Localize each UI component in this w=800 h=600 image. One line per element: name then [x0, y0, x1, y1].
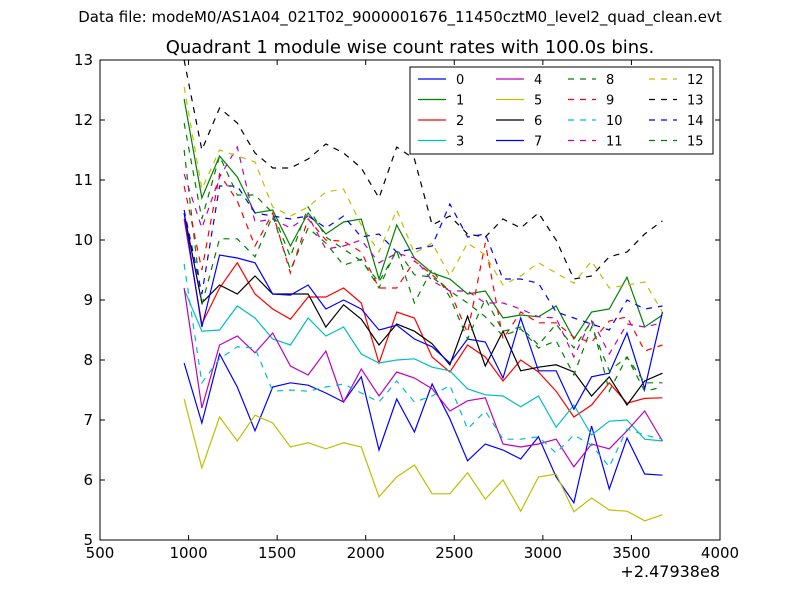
series-line-6	[183, 212, 663, 407]
chart-title: Quadrant 1 module wise count rates with …	[165, 37, 655, 58]
y-tick-label: 13	[74, 51, 93, 69]
legend-label-4: 4	[534, 73, 542, 88]
legend-label-14: 14	[687, 114, 704, 129]
series-line-13	[183, 60, 663, 280]
series-line-3	[183, 288, 663, 442]
x-tick-label: 2000	[347, 544, 385, 562]
data-file-title: Data file: modeM0/AS1A04_021T02_90000016…	[78, 8, 722, 26]
y-tick-label: 7	[83, 411, 93, 429]
legend-label-8: 8	[606, 73, 614, 88]
series-line-0	[183, 352, 663, 505]
series-line-1	[183, 98, 663, 341]
y-tick-label: 6	[83, 471, 93, 489]
y-tick-label: 11	[74, 171, 93, 189]
legend-label-12: 12	[687, 73, 704, 88]
legend-label-1: 1	[456, 94, 464, 109]
legend-frame	[409, 66, 714, 155]
legend-label-7: 7	[534, 135, 542, 150]
legend-label-10: 10	[606, 114, 623, 129]
x-tick-label: 1000	[169, 544, 207, 562]
x-axis-offset-label: +2.47938e8	[620, 562, 720, 581]
legend-label-0: 0	[456, 73, 464, 88]
series-line-10	[183, 263, 663, 468]
series-line-2	[183, 218, 663, 418]
series-group	[183, 60, 664, 522]
y-tick-label: 9	[83, 291, 93, 309]
legend-label-13: 13	[687, 94, 704, 109]
series-line-5	[183, 398, 663, 522]
legend-label-2: 2	[456, 114, 464, 129]
x-tick-label: 1500	[258, 544, 296, 562]
legend-label-11: 11	[606, 135, 623, 150]
series-line-15	[183, 122, 663, 393]
y-tick-label: 8	[83, 351, 93, 369]
series-line-14	[183, 185, 663, 331]
legend-label-15: 15	[687, 135, 704, 150]
x-tick-label: 500	[86, 544, 115, 562]
series-line-7	[183, 212, 664, 411]
series-line-12	[183, 86, 663, 313]
series-line-8	[183, 149, 663, 384]
legend-label-9: 9	[606, 94, 614, 109]
series-line-9	[183, 172, 663, 352]
legend-label-6: 6	[534, 114, 542, 129]
legend-label-3: 3	[456, 135, 464, 150]
x-tick-label: 3500	[612, 544, 650, 562]
y-tick-label: 12	[74, 111, 93, 129]
y-tick-label: 5	[83, 531, 93, 549]
x-tick-label: 2500	[435, 544, 473, 562]
y-tick-label: 10	[74, 231, 93, 249]
series-line-4	[183, 287, 663, 468]
x-tick-label: 3000	[524, 544, 562, 562]
series-line-11	[183, 145, 663, 359]
legend-label-5: 5	[534, 94, 542, 109]
x-tick-label: 4000	[701, 544, 739, 562]
